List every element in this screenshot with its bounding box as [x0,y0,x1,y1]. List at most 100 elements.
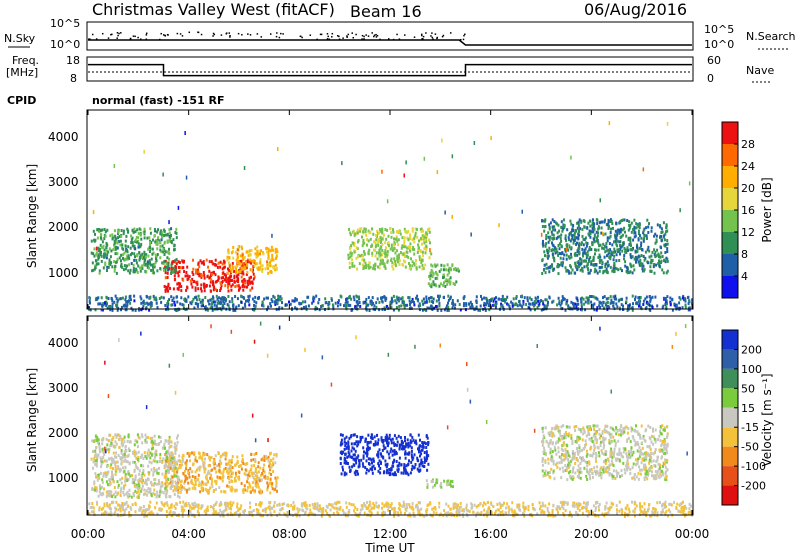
heatmap-cell [627,427,630,431]
heatmap-cell [628,243,631,247]
heatmap-cell [168,435,171,439]
heatmap-cell [127,435,130,439]
heatmap-cell [124,258,127,262]
heatmap-cell [661,255,664,258]
heatmap-cell [344,452,347,456]
heatmap-cell [220,490,223,494]
heatmap-cell [500,302,503,306]
heatmap-cell [648,222,650,226]
heatmap-cell [351,264,354,268]
heatmap-cell [423,308,426,312]
heatmap-cell [243,166,246,170]
heatmap-cell [137,489,140,493]
heatmap-cell [606,236,609,240]
heatmap-cell [108,457,111,461]
heatmap-cell [255,480,258,484]
heatmap-cell [346,300,349,304]
heatmap-cell [511,304,514,308]
heatmap-cell [421,299,424,303]
heatmap-cell [135,258,138,262]
heatmap-cell [109,477,112,481]
heatmap-cell [631,294,634,298]
heatmap-cell [139,295,142,299]
heatmap-cell [572,305,575,309]
heatmap-cell [425,298,428,302]
heatmap-cell [407,296,410,300]
heatmap-cell [554,228,557,232]
heatmap-cell [223,467,226,471]
heatmap-cell [678,301,681,305]
heatmap-cell [488,308,491,312]
heatmap-cell [475,306,478,310]
heatmap-cell [363,252,366,256]
heatmap-cell [636,250,639,254]
heatmap-cell [247,295,250,299]
heatmap-cell [645,295,648,299]
heatmap-cell [153,493,156,497]
heatmap-cell [345,441,348,445]
heatmap-cell [605,304,608,308]
heatmap-cell [94,463,97,467]
heatmap-cell [377,462,380,466]
heatmap-cell [215,487,217,491]
heatmap-cell [269,261,271,265]
heatmap-cell [469,305,472,309]
heatmap-cell [254,247,257,251]
heatmap-cell [253,303,255,307]
heatmap-cell [528,296,531,300]
heatmap-cell [385,304,388,308]
heatmap-cell [359,435,362,439]
heatmap-cell [133,299,136,303]
heatmap-cell [311,301,314,305]
heatmap-cell [115,297,118,300]
heatmap-cell [611,222,614,225]
heatmap-cell [238,477,241,481]
heatmap-cell [106,269,108,272]
heatmap-cell [449,282,452,286]
heatmap-cell [593,469,596,473]
heatmap-cell [419,304,422,307]
heatmap-cell [567,304,570,308]
heatmap-cell [100,259,103,263]
heatmap-cell [360,458,363,462]
heatmap-cell [615,259,618,263]
colorbar-swatch [722,232,738,254]
heatmap-cell [675,303,678,307]
colorbar-tick-label: 28 [741,138,755,151]
heatmap-cell [200,289,203,293]
heatmap-cell [114,472,117,476]
heatmap-cell [571,226,574,230]
heatmap-cell [558,247,561,251]
heatmap-cell [137,242,140,246]
heatmap-cell [390,305,393,309]
heatmap-cell [352,453,355,457]
heatmap-cell [137,496,140,499]
heatmap-cell [607,304,610,308]
heatmap-cell [367,264,370,267]
heatmap-cell [451,301,453,305]
heatmap-cell [541,469,544,473]
heatmap-cell [105,300,108,304]
heatmap-cell [633,268,636,272]
heatmap-cell [600,301,603,305]
heatmap-cell [221,280,224,283]
heatmap-cell [447,280,450,284]
heatmap-cell [419,444,422,448]
heatmap-cell [593,233,596,237]
heatmap-cell [155,443,158,446]
heatmap-cell [452,282,455,286]
heatmap-cell [353,298,356,302]
heatmap-cell [143,488,146,492]
heatmap-cell [360,227,363,231]
heatmap-cell [199,300,202,304]
heatmap-cell [381,243,384,246]
heatmap-cell [464,308,467,312]
heatmap-cell [98,271,101,275]
heatmap-cell [417,468,420,472]
heatmap-cell [404,260,407,264]
heatmap-cell [380,261,383,265]
heatmap-cell [295,298,298,302]
heatmap-cell [422,302,425,306]
heatmap-cell [602,296,604,300]
heatmap-cell [119,478,122,482]
